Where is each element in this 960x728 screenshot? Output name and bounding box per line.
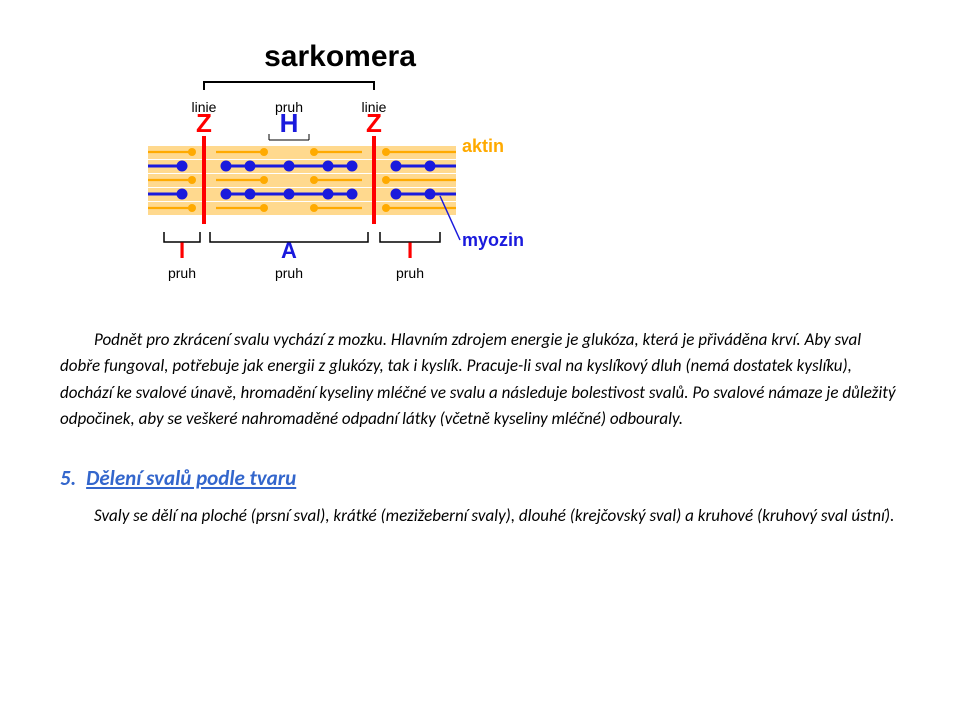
label-Z-left: Z — [196, 108, 212, 138]
label-aktin: aktin — [462, 136, 504, 156]
label-I-right: I — [407, 238, 413, 263]
sarcomere-diagram: sarkomera linie pruh linie Z H Z — [140, 40, 540, 309]
lower-pruh-center: pruh — [275, 265, 303, 281]
label-H: H — [280, 108, 299, 138]
title-bracket — [204, 82, 374, 90]
bottom-brackets — [164, 232, 440, 242]
section-5-heading: 5. Dělení svalů podle tvaru — [60, 462, 900, 495]
label-Z-right: Z — [366, 108, 382, 138]
sarcomere-svg: linie pruh linie Z H Z — [140, 74, 540, 309]
lower-pruh-left: pruh — [168, 265, 196, 281]
paragraph-1: Podnět pro zkrácení svalu vychází z mozk… — [60, 327, 900, 432]
section-5-title: Dělení svalů podle tvaru — [86, 465, 296, 491]
section-5-body: Svaly se dělí na ploché (prsní sval), kr… — [60, 503, 900, 529]
lower-pruh-right: pruh — [396, 265, 424, 281]
body-text: Podnět pro zkrácení svalu vychází z mozk… — [60, 327, 900, 529]
diagram-title: sarkomera — [140, 40, 540, 74]
label-I-left: I — [179, 238, 185, 263]
label-A: A — [281, 238, 297, 263]
label-myozin: myozin — [462, 230, 524, 250]
section-5-num: 5. — [60, 465, 76, 491]
